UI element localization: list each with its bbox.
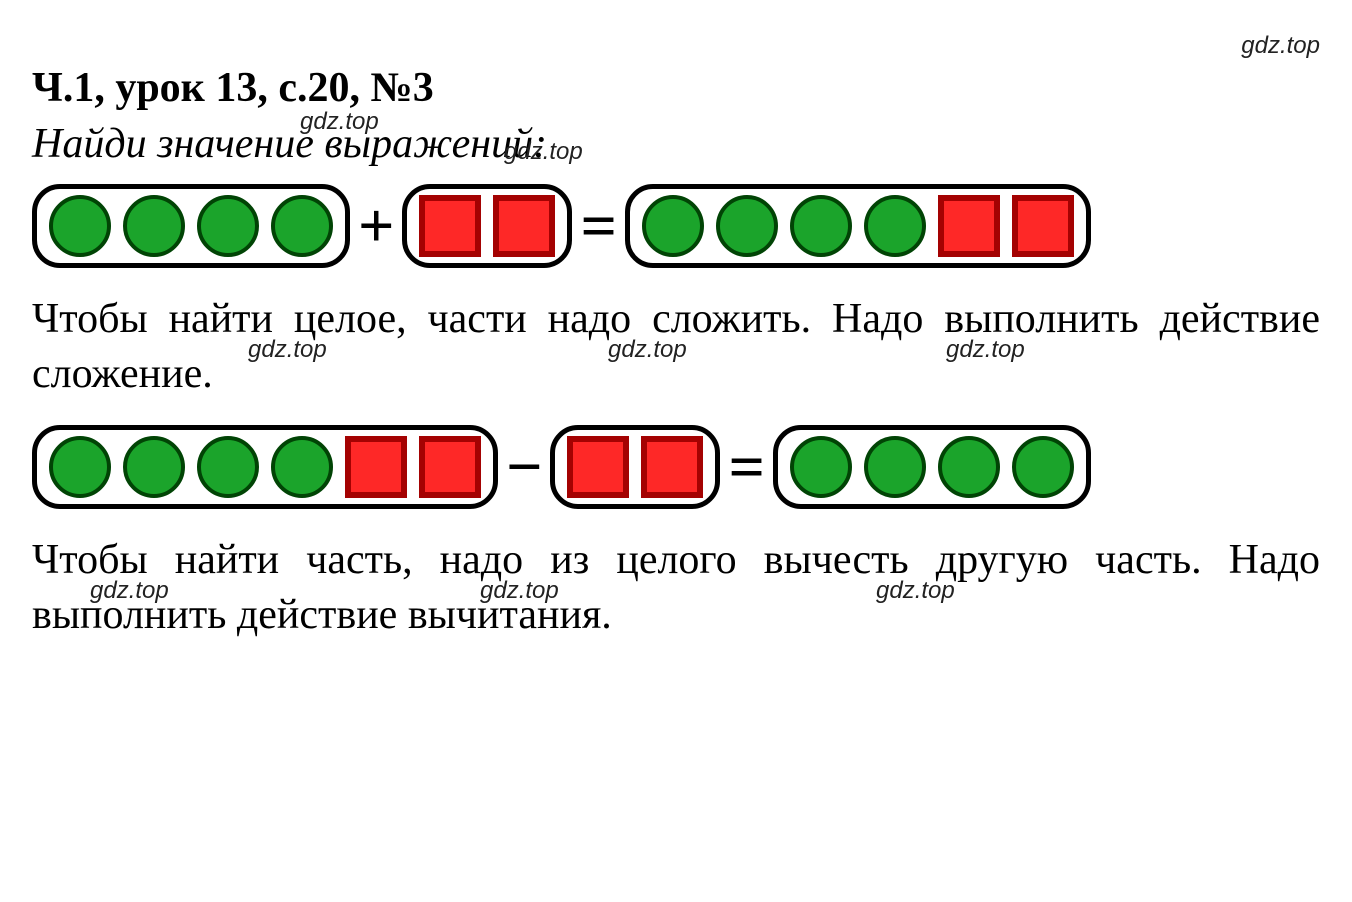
equals-sign: = (580, 194, 616, 258)
watermark-label: gdz.top (946, 336, 1025, 364)
green-circle-icon (271, 195, 333, 257)
green-circle-icon (864, 436, 926, 498)
green-circle-icon (1012, 436, 1074, 498)
equals-sign: = (728, 435, 764, 499)
operand-left (32, 425, 498, 509)
green-circle-icon (123, 195, 185, 257)
operand-left (32, 184, 350, 268)
operand-right (550, 425, 720, 509)
red-square-icon (567, 436, 629, 498)
red-square-icon (938, 195, 1000, 257)
watermark-label: gdz.top (608, 336, 687, 364)
red-square-icon (419, 436, 481, 498)
watermark-top: gdz.top (32, 32, 1320, 60)
operator: − (506, 435, 542, 499)
red-square-icon (1012, 195, 1074, 257)
green-circle-icon (716, 195, 778, 257)
red-square-icon (419, 195, 481, 257)
red-square-icon (641, 436, 703, 498)
watermark-label: gdz.top (480, 577, 559, 605)
operator: + (358, 194, 394, 258)
green-circle-icon (271, 436, 333, 498)
page-subheading: Найди значение выражений: (32, 120, 1320, 168)
subheading-row: Найди значение выражений: gdz.top (32, 120, 1320, 168)
red-square-icon (493, 195, 555, 257)
equation-2: −= (32, 425, 1320, 509)
green-circle-icon (790, 195, 852, 257)
green-circle-icon (123, 436, 185, 498)
green-circle-icon (938, 436, 1000, 498)
watermark-label: gdz.top (90, 577, 169, 605)
watermark-label: gdz.top (504, 138, 583, 166)
green-circle-icon (790, 436, 852, 498)
green-circle-icon (864, 195, 926, 257)
operand-right (402, 184, 572, 268)
operand-result (773, 425, 1091, 509)
green-circle-icon (49, 436, 111, 498)
paragraph-2: Чтобы найти часть, надо из целого вычест… (32, 533, 1320, 642)
heading-row: Ч.1, урок 13, с.20, №3 gdz.top (32, 64, 1320, 112)
paragraph-2-row: Чтобы найти часть, надо из целого вычест… (32, 533, 1320, 642)
green-circle-icon (642, 195, 704, 257)
watermark-label: gdz.top (248, 336, 327, 364)
green-circle-icon (197, 436, 259, 498)
page-heading: Ч.1, урок 13, с.20, №3 (32, 64, 1320, 112)
paragraph-1-row: Чтобы найти целое, части надо сложить. Н… (32, 292, 1320, 401)
operand-result (625, 184, 1091, 268)
watermark-label: gdz.top (876, 577, 955, 605)
red-square-icon (345, 436, 407, 498)
equation-1: += (32, 184, 1320, 268)
green-circle-icon (197, 195, 259, 257)
green-circle-icon (49, 195, 111, 257)
